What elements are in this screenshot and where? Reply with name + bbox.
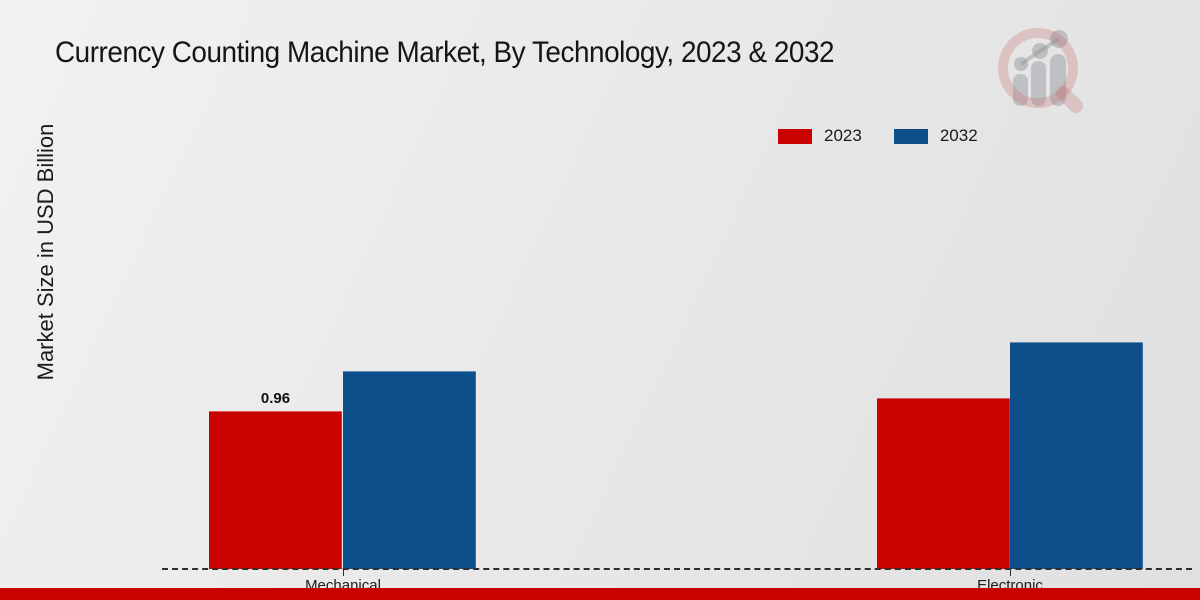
- legend-label-2023: 2023: [824, 126, 862, 145]
- logo-magnifier: [998, 28, 1083, 113]
- legend-item-2032: 2032: [893, 126, 978, 146]
- legend-label-2032: 2032: [939, 126, 978, 145]
- x-axis-tick-electronic: [1010, 569, 1011, 576]
- legend-swatch-2023: [778, 128, 812, 144]
- bar-mechanical-2032: [343, 371, 476, 569]
- chart-title: Currency Counting Machine Market, By Tec…: [55, 36, 835, 69]
- logo-trend-bars: [1013, 30, 1068, 106]
- y-axis-label: Market Size in USD Billion: [33, 123, 58, 381]
- bar-value-label: 0.96: [260, 390, 291, 407]
- legend-item-2023: 2023: [778, 126, 862, 146]
- legend-swatch-2032: [893, 128, 928, 144]
- x-axis-line: [162, 568, 1192, 570]
- footer-accent-bar: [0, 588, 1200, 600]
- bar-mechanical-2023: [209, 411, 342, 569]
- bar-electronic-2023: [877, 398, 1010, 569]
- magnifier-barchart-logo: [993, 24, 1089, 120]
- legend: 2023 2032: [778, 126, 978, 146]
- x-axis-tick-mechanical: [343, 569, 344, 576]
- bar-electronic-2032: [1010, 342, 1143, 569]
